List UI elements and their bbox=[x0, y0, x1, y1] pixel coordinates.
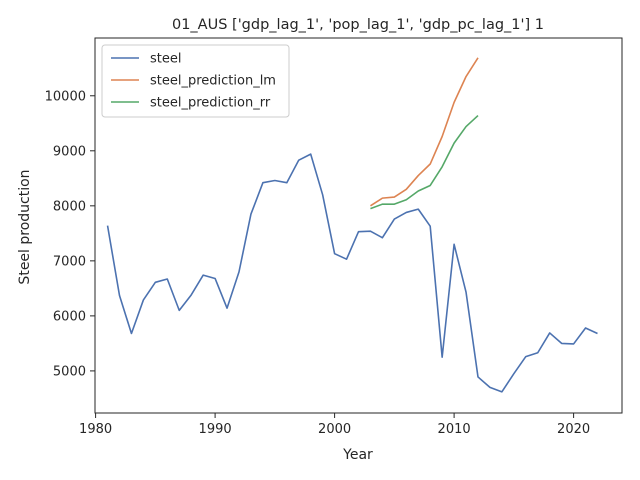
series-line-steel-prediction-lm bbox=[370, 57, 479, 207]
legend-label: steel_prediction_rr bbox=[150, 96, 271, 111]
x-tick-label: 2000 bbox=[318, 422, 351, 437]
plot-area: 1980 1990 2000 2010 2020 5000 6000 7000 8000 9000… bbox=[45, 37, 623, 437]
series-line-steel bbox=[106, 153, 598, 393]
y-tick-label: 10000 bbox=[45, 89, 86, 104]
y-tick-label: 6000 bbox=[53, 309, 86, 324]
legend-frame bbox=[101, 44, 290, 118]
x-axis-label: Year bbox=[342, 447, 373, 463]
series-line-steel-prediction-rr bbox=[370, 115, 479, 210]
x-tick-label: 1990 bbox=[199, 422, 232, 437]
x-tick-label: 2010 bbox=[438, 422, 471, 437]
axes-frame bbox=[94, 37, 623, 414]
legend-label: steel_prediction_lm bbox=[150, 74, 276, 89]
x-tick-label: 2020 bbox=[557, 422, 590, 437]
legend-label: steel bbox=[150, 52, 181, 67]
chart-title: 01_AUS ['gdp_lag_1', 'pop_lag_1', 'gdp_p… bbox=[172, 17, 544, 33]
y-tick-label: 9000 bbox=[53, 144, 86, 159]
y-tick-label: 8000 bbox=[53, 199, 86, 214]
x-tick-label: 1980 bbox=[79, 422, 112, 437]
y-tick-label: 7000 bbox=[53, 254, 86, 269]
legend: steel steel_prediction_lm steel_prediction… bbox=[101, 44, 290, 118]
y-axis-label: Steel production bbox=[17, 169, 33, 284]
y-tick-label: 5000 bbox=[53, 364, 86, 379]
